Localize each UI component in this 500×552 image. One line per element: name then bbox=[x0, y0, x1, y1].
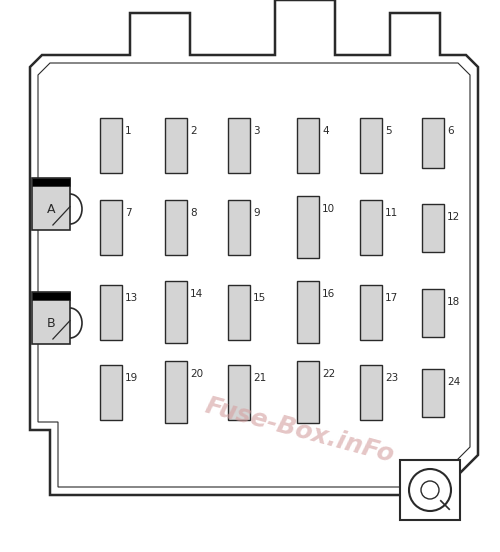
Bar bbox=[422, 289, 444, 337]
Bar bbox=[165, 361, 187, 423]
Text: 20: 20 bbox=[190, 369, 203, 379]
Text: 17: 17 bbox=[385, 293, 398, 303]
Text: B: B bbox=[46, 317, 56, 330]
Text: 12: 12 bbox=[447, 212, 460, 222]
Polygon shape bbox=[30, 0, 478, 495]
Text: 21: 21 bbox=[253, 373, 266, 383]
Bar bbox=[100, 365, 122, 420]
Text: 19: 19 bbox=[125, 373, 138, 383]
Bar bbox=[422, 204, 444, 252]
Bar bbox=[297, 196, 319, 258]
Bar bbox=[360, 118, 382, 173]
Text: 7: 7 bbox=[125, 208, 132, 218]
Text: 2: 2 bbox=[190, 126, 196, 136]
Bar bbox=[228, 200, 250, 255]
Bar bbox=[400, 460, 460, 520]
Text: 23: 23 bbox=[385, 373, 398, 383]
Text: 4: 4 bbox=[322, 126, 328, 136]
Bar bbox=[100, 118, 122, 173]
Bar bbox=[297, 118, 319, 173]
Bar bbox=[228, 365, 250, 420]
Text: A: A bbox=[47, 203, 55, 216]
Text: 3: 3 bbox=[253, 126, 260, 136]
Bar bbox=[360, 285, 382, 340]
Text: 1: 1 bbox=[125, 126, 132, 136]
Text: 13: 13 bbox=[125, 293, 138, 303]
Bar bbox=[32, 292, 70, 344]
Bar bbox=[297, 361, 319, 423]
Bar bbox=[422, 369, 444, 417]
Bar bbox=[360, 365, 382, 420]
Text: Fuse-Box.inFo: Fuse-Box.inFo bbox=[202, 393, 398, 467]
Text: 9: 9 bbox=[253, 208, 260, 218]
Text: 24: 24 bbox=[447, 377, 460, 387]
Bar bbox=[32, 178, 70, 186]
Bar bbox=[100, 200, 122, 255]
Bar bbox=[297, 281, 319, 343]
Text: 18: 18 bbox=[447, 297, 460, 307]
Bar bbox=[100, 285, 122, 340]
Bar bbox=[32, 178, 70, 230]
Text: 22: 22 bbox=[322, 369, 335, 379]
Text: 14: 14 bbox=[190, 289, 203, 299]
Text: 15: 15 bbox=[253, 293, 266, 303]
Text: 5: 5 bbox=[385, 126, 392, 136]
Bar bbox=[228, 285, 250, 340]
Text: 10: 10 bbox=[322, 204, 335, 214]
Text: 6: 6 bbox=[447, 126, 454, 136]
Bar bbox=[165, 281, 187, 343]
Bar bbox=[165, 200, 187, 255]
Text: 8: 8 bbox=[190, 208, 196, 218]
Bar bbox=[360, 200, 382, 255]
Bar bbox=[32, 292, 70, 300]
Bar bbox=[165, 118, 187, 173]
Bar bbox=[228, 118, 250, 173]
Text: 11: 11 bbox=[385, 208, 398, 218]
Text: 16: 16 bbox=[322, 289, 335, 299]
Bar bbox=[422, 118, 444, 168]
